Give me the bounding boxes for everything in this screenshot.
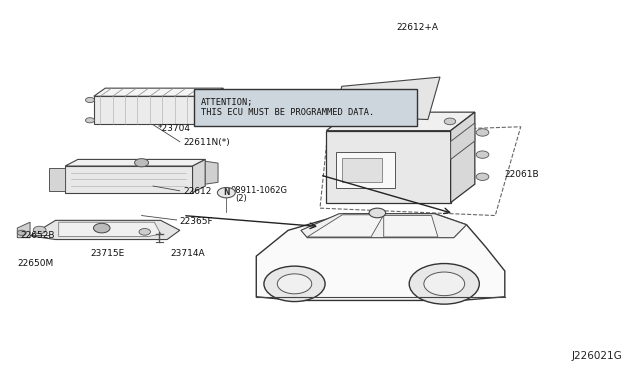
Polygon shape	[94, 88, 223, 96]
Text: 23714A: 23714A	[170, 249, 205, 258]
Polygon shape	[59, 222, 161, 237]
Circle shape	[346, 118, 357, 125]
Text: 23715E: 23715E	[91, 249, 125, 258]
Text: 22650M: 22650M	[17, 259, 54, 268]
Circle shape	[86, 118, 95, 123]
Text: J226021G: J226021G	[572, 352, 623, 361]
Polygon shape	[326, 131, 451, 203]
Polygon shape	[205, 161, 218, 184]
Circle shape	[218, 187, 236, 198]
Circle shape	[86, 97, 95, 103]
Polygon shape	[301, 214, 467, 238]
Circle shape	[93, 223, 110, 233]
Text: ATTENTION;
THIS ECU MUST BE PROGRAMMED DATA.: ATTENTION; THIS ECU MUST BE PROGRAMMED D…	[201, 98, 374, 117]
Polygon shape	[307, 215, 384, 237]
FancyBboxPatch shape	[195, 89, 417, 126]
Circle shape	[33, 226, 46, 234]
Polygon shape	[336, 152, 395, 188]
Polygon shape	[94, 96, 212, 124]
Polygon shape	[451, 112, 475, 203]
Circle shape	[17, 230, 26, 235]
Text: 237E0: 237E0	[346, 115, 374, 124]
Circle shape	[277, 274, 312, 294]
Polygon shape	[193, 160, 205, 193]
Polygon shape	[342, 158, 382, 182]
Circle shape	[139, 228, 150, 235]
Circle shape	[134, 159, 148, 167]
Text: 22652B: 22652B	[20, 231, 55, 240]
Polygon shape	[384, 215, 438, 237]
Circle shape	[369, 208, 386, 218]
Polygon shape	[335, 77, 440, 119]
Polygon shape	[49, 168, 65, 191]
Text: *23704: *23704	[157, 124, 191, 133]
Circle shape	[476, 129, 489, 136]
Text: 22061B: 22061B	[505, 170, 540, 179]
Polygon shape	[326, 112, 475, 131]
Circle shape	[395, 118, 406, 125]
Text: 22365F: 22365F	[180, 217, 213, 225]
Circle shape	[409, 263, 479, 304]
Circle shape	[264, 266, 325, 302]
Circle shape	[424, 272, 465, 296]
Text: (2): (2)	[236, 195, 247, 203]
Text: 22612+A: 22612+A	[396, 23, 438, 32]
Circle shape	[211, 118, 220, 123]
Text: N: N	[223, 188, 230, 197]
Text: 08911-1062G: 08911-1062G	[231, 186, 288, 195]
Polygon shape	[451, 123, 475, 160]
Polygon shape	[256, 214, 505, 301]
Polygon shape	[65, 166, 193, 193]
Circle shape	[476, 173, 489, 180]
Polygon shape	[212, 88, 223, 124]
Polygon shape	[65, 160, 205, 166]
Circle shape	[476, 151, 489, 158]
Polygon shape	[17, 222, 30, 238]
Text: 22611N(*): 22611N(*)	[183, 138, 230, 147]
Text: 22612: 22612	[183, 187, 211, 196]
Circle shape	[211, 97, 220, 103]
Circle shape	[444, 118, 456, 125]
Polygon shape	[30, 220, 180, 240]
